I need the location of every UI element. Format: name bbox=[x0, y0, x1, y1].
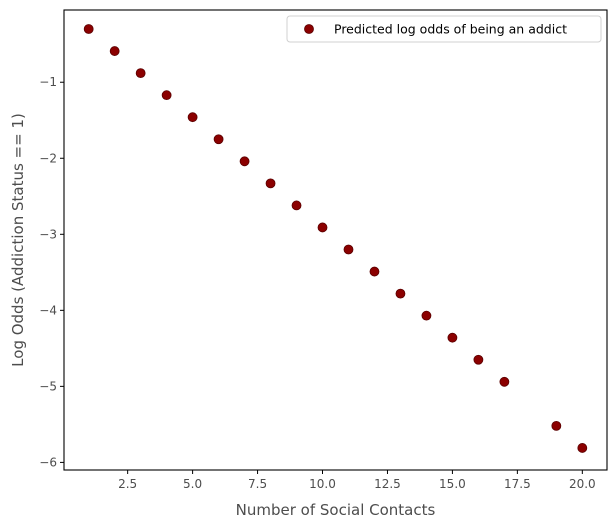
data-point bbox=[551, 421, 562, 431]
data-point bbox=[83, 24, 94, 34]
x-axis-label: Number of Social Contacts bbox=[236, 501, 436, 519]
data-points bbox=[83, 24, 588, 453]
x-tick-label: 10.0 bbox=[309, 477, 336, 491]
x-tick-label: 20.0 bbox=[569, 477, 596, 491]
legend: Predicted log odds of being an addict bbox=[286, 15, 602, 43]
legend-marker bbox=[304, 24, 314, 34]
x-tick-label: 7.5 bbox=[248, 477, 267, 491]
x-tick-label: 5.0 bbox=[183, 477, 202, 491]
y-tick-label: −4 bbox=[39, 303, 57, 317]
x-tick-label: 2.5 bbox=[118, 477, 137, 491]
data-point bbox=[109, 46, 120, 56]
x-tick-label: 15.0 bbox=[439, 477, 466, 491]
data-point bbox=[213, 134, 224, 145]
y-tick-label: −2 bbox=[39, 151, 57, 165]
data-point bbox=[265, 178, 276, 189]
y-axis-label: Log Odds (Addiction Status == 1) bbox=[9, 113, 27, 367]
plot-frame bbox=[63, 9, 608, 471]
data-point bbox=[161, 90, 172, 101]
x-axis-ticks: 2.5 5.0 7.5 10.0 12.5 15.0 17.5 20.0 bbox=[118, 470, 596, 491]
data-point bbox=[187, 112, 198, 123]
y-tick-label: −3 bbox=[39, 227, 57, 241]
y-axis-ticks: −1 −2 −3 −4 −5 −6 bbox=[39, 75, 64, 469]
data-point bbox=[499, 376, 510, 387]
data-point bbox=[421, 310, 432, 321]
data-point bbox=[135, 68, 146, 79]
data-point bbox=[343, 244, 354, 255]
data-point bbox=[291, 200, 302, 211]
data-point bbox=[447, 332, 458, 343]
x-tick-label: 12.5 bbox=[374, 477, 401, 491]
y-tick-label: −5 bbox=[39, 379, 57, 393]
data-point bbox=[395, 288, 406, 299]
legend-box bbox=[286, 15, 602, 43]
y-tick-label: −1 bbox=[39, 75, 57, 89]
data-point bbox=[317, 222, 328, 233]
y-tick-label: −6 bbox=[39, 455, 57, 469]
data-point bbox=[369, 266, 380, 277]
data-point bbox=[577, 443, 588, 453]
data-point bbox=[239, 156, 250, 167]
data-point bbox=[473, 354, 484, 365]
x-tick-label: 17.5 bbox=[504, 477, 531, 491]
legend-label: Predicted log odds of being an addict bbox=[334, 22, 567, 37]
